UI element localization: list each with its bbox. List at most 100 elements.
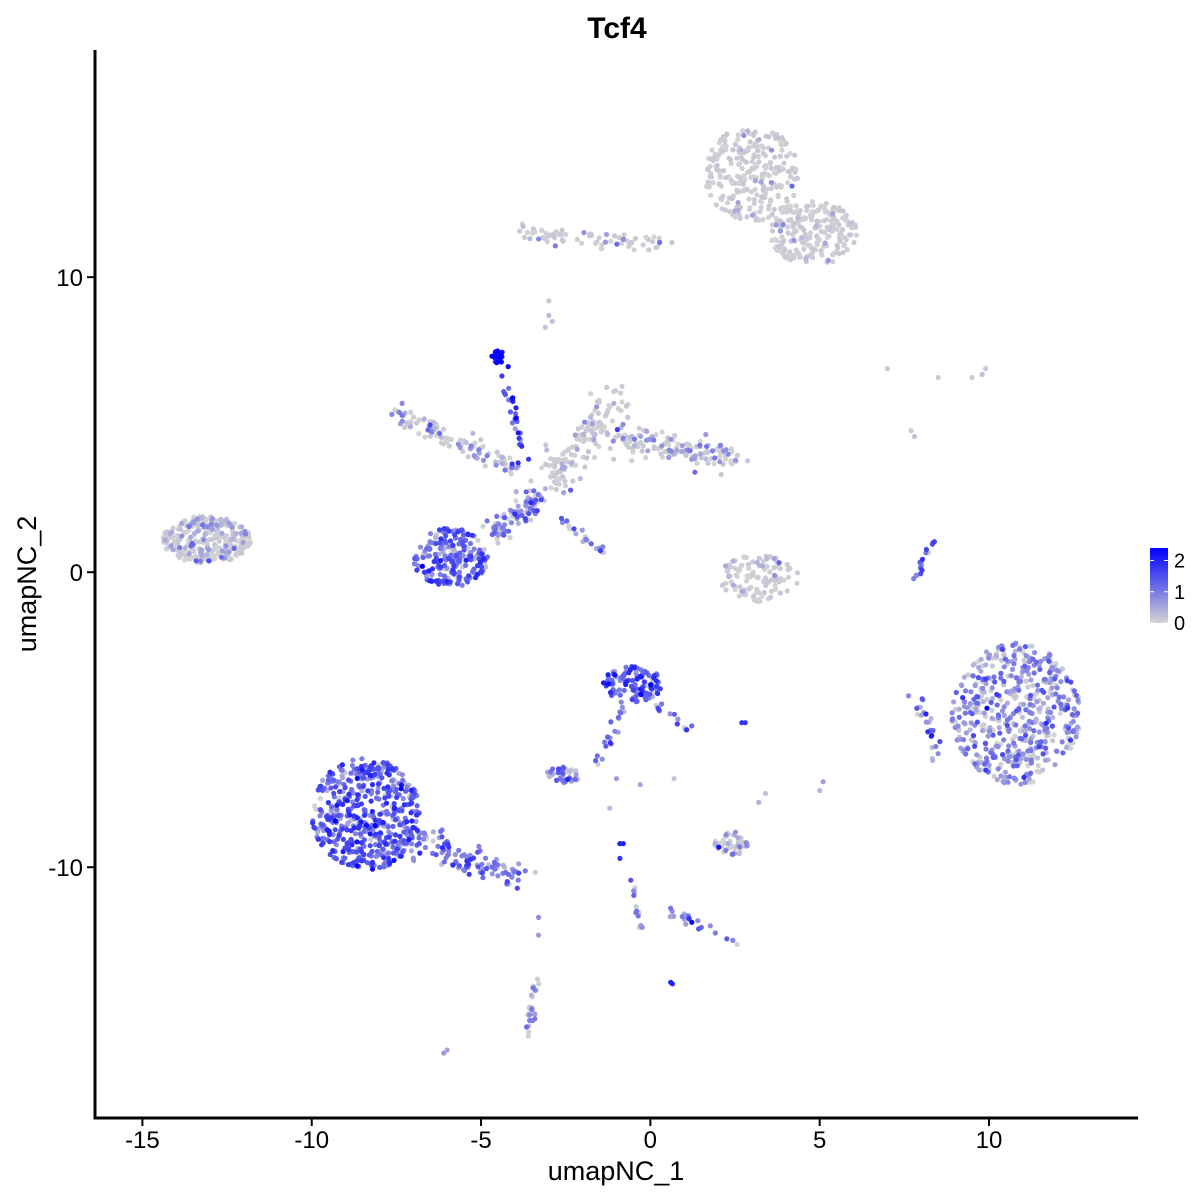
data-point (979, 371, 985, 378)
data-point (830, 211, 836, 217)
data-point (1001, 712, 1007, 719)
data-point (354, 775, 360, 782)
data-point (674, 721, 680, 727)
data-point (959, 682, 965, 689)
data-point (456, 569, 462, 575)
data-point (980, 685, 986, 691)
data-point (369, 808, 375, 815)
data-point (732, 180, 738, 186)
data-point (356, 825, 362, 831)
data-point (994, 691, 1000, 698)
data-point (773, 215, 779, 221)
data-point (522, 516, 528, 522)
data-point (386, 834, 392, 840)
data-point (459, 527, 465, 533)
data-point (614, 241, 620, 247)
data-point (762, 575, 769, 581)
data-point (748, 189, 754, 195)
data-point (1070, 729, 1076, 735)
data-point (1022, 728, 1028, 734)
data-point (439, 578, 445, 584)
data-point (734, 155, 740, 161)
data-point (353, 802, 360, 809)
data-point (1016, 748, 1022, 754)
data-point (422, 844, 428, 851)
data-point (497, 353, 503, 359)
data-point (705, 182, 711, 188)
data-point (995, 744, 1001, 750)
data-point (451, 563, 457, 569)
x-axis-title: umapNC_1 (548, 1156, 685, 1186)
data-point (923, 711, 929, 717)
data-point (389, 778, 395, 784)
data-point (778, 184, 784, 190)
data-point (438, 536, 444, 542)
data-point (656, 235, 662, 241)
data-point (387, 860, 393, 866)
data-point (218, 516, 224, 522)
data-point (614, 427, 621, 433)
data-point (1064, 678, 1070, 684)
data-point (1009, 666, 1016, 673)
data-point (638, 923, 644, 929)
data-point (398, 782, 404, 788)
data-point (367, 831, 373, 837)
data-point (454, 581, 461, 587)
data-point (784, 196, 790, 202)
data-point (594, 753, 600, 759)
data-point (1005, 748, 1011, 754)
data-point (768, 159, 774, 165)
data-point (735, 137, 741, 143)
data-point (376, 835, 382, 841)
data-point (995, 712, 1002, 718)
data-point (446, 528, 452, 534)
data-point (723, 847, 729, 854)
data-point (749, 165, 755, 171)
data-point (732, 141, 739, 148)
data-point (515, 877, 521, 883)
data-point (999, 646, 1006, 653)
data-point (376, 796, 382, 802)
data-point (800, 239, 806, 246)
data-point (587, 436, 593, 442)
data-point (717, 454, 723, 460)
data-point (232, 520, 238, 526)
data-point (515, 520, 522, 527)
data-point (358, 858, 365, 864)
data-point (392, 407, 398, 413)
data-point (1027, 701, 1033, 708)
data-point (740, 128, 746, 134)
data-point (381, 864, 387, 870)
data-point (1023, 756, 1029, 763)
data-point (528, 517, 534, 523)
data-point (381, 855, 387, 861)
data-point (542, 324, 549, 330)
data-point (205, 547, 212, 553)
data-point (615, 714, 622, 721)
data-point (468, 553, 474, 560)
data-point (602, 739, 608, 745)
data-point (631, 436, 638, 442)
data-point (759, 593, 765, 599)
data-point (669, 239, 675, 246)
data-point (785, 180, 791, 186)
colorbar-ticks: 0 1 2 (1150, 551, 1185, 635)
data-point (756, 217, 762, 223)
data-point (1075, 697, 1081, 703)
data-point (671, 711, 678, 717)
data-point (361, 812, 368, 818)
data-point (471, 566, 477, 573)
data-point (1013, 722, 1019, 728)
data-point (998, 657, 1005, 663)
data-point (317, 795, 323, 802)
data-point (905, 693, 912, 699)
data-point (619, 399, 625, 405)
data-point (450, 542, 456, 549)
data-point (672, 432, 678, 439)
data-point (603, 743, 609, 749)
data-point (1056, 694, 1062, 700)
data-point (414, 812, 420, 818)
data-point (645, 448, 651, 454)
data-point (1034, 682, 1041, 688)
data-point (480, 523, 486, 529)
